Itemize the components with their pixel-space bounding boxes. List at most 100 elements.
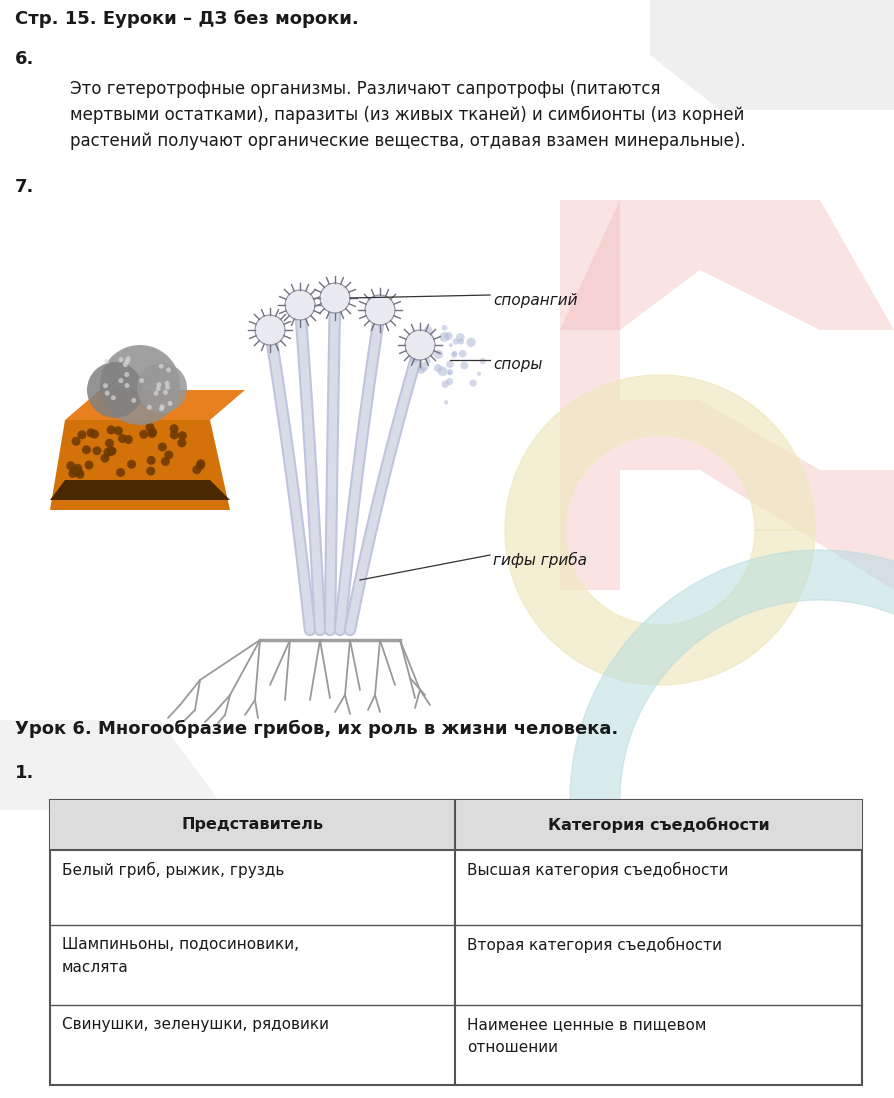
Circle shape <box>146 423 155 432</box>
Circle shape <box>119 378 123 383</box>
Circle shape <box>469 380 477 386</box>
Circle shape <box>78 430 87 439</box>
Circle shape <box>148 427 157 437</box>
Circle shape <box>158 442 167 451</box>
Circle shape <box>442 380 449 388</box>
Circle shape <box>467 338 476 347</box>
Circle shape <box>434 365 442 372</box>
Circle shape <box>460 361 468 369</box>
Circle shape <box>72 437 80 446</box>
Circle shape <box>192 466 201 474</box>
Circle shape <box>92 446 101 456</box>
Circle shape <box>417 366 426 374</box>
Text: 1.: 1. <box>15 764 34 782</box>
Circle shape <box>448 371 451 376</box>
Polygon shape <box>570 550 894 1046</box>
Circle shape <box>444 332 452 340</box>
Polygon shape <box>50 480 230 500</box>
Circle shape <box>137 363 187 413</box>
Circle shape <box>196 461 205 470</box>
Circle shape <box>170 424 179 434</box>
Text: Категория съедобности: Категория съедобности <box>548 817 770 833</box>
Circle shape <box>106 425 115 435</box>
Circle shape <box>126 357 131 361</box>
Circle shape <box>107 447 116 456</box>
Circle shape <box>425 358 431 363</box>
Polygon shape <box>65 390 245 421</box>
Circle shape <box>446 378 453 385</box>
Circle shape <box>123 435 133 444</box>
Circle shape <box>139 429 148 439</box>
Circle shape <box>480 358 485 365</box>
Circle shape <box>66 461 75 470</box>
Text: споры: споры <box>493 358 543 372</box>
Circle shape <box>106 447 115 456</box>
Circle shape <box>131 397 136 403</box>
Bar <box>50 800 862 850</box>
Circle shape <box>456 333 465 341</box>
Text: растений получают органические вещества, отдавая взамен минеральные).: растений получают органические вещества,… <box>70 132 746 150</box>
Text: Вторая категория съедобности: Вторая категория съедобности <box>467 937 722 953</box>
Circle shape <box>365 295 395 325</box>
Circle shape <box>82 446 91 455</box>
Text: 7.: 7. <box>15 178 34 197</box>
Polygon shape <box>0 720 240 900</box>
Text: Наименее ценные в пищевом
отношении: Наименее ценные в пищевом отношении <box>467 1017 706 1055</box>
Text: Высшая категория съедобности: Высшая категория съедобности <box>467 862 729 878</box>
Circle shape <box>458 338 464 345</box>
Circle shape <box>159 363 164 369</box>
Polygon shape <box>650 0 894 110</box>
Circle shape <box>127 460 136 469</box>
Circle shape <box>459 350 467 358</box>
Circle shape <box>451 352 457 358</box>
Circle shape <box>442 325 448 330</box>
Circle shape <box>160 404 164 410</box>
Circle shape <box>423 346 427 350</box>
Text: Стр. 15. Еуроки – ДЗ без мороки.: Стр. 15. Еуроки – ДЗ без мороки. <box>15 10 358 29</box>
Circle shape <box>197 459 206 468</box>
Bar <box>50 800 862 1085</box>
Circle shape <box>164 381 170 385</box>
Circle shape <box>426 334 434 341</box>
Circle shape <box>100 345 180 425</box>
Circle shape <box>119 357 123 362</box>
Circle shape <box>90 429 99 439</box>
Circle shape <box>166 368 171 372</box>
Text: гифы гриба: гифы гриба <box>493 552 587 568</box>
Text: Шампиньоны, подосиновики,
маслята: Шампиньоны, подосиновики, маслята <box>62 937 299 975</box>
Circle shape <box>451 350 457 356</box>
Circle shape <box>147 405 152 410</box>
Circle shape <box>116 468 125 477</box>
Circle shape <box>449 344 453 347</box>
Circle shape <box>154 391 158 395</box>
Circle shape <box>114 426 122 435</box>
Circle shape <box>414 348 419 352</box>
Circle shape <box>285 290 315 320</box>
Circle shape <box>164 450 173 459</box>
Text: Урок 6. Многообразие грибов, их роль в жизни человека.: Урок 6. Многообразие грибов, их роль в ж… <box>15 720 619 738</box>
Circle shape <box>161 457 170 466</box>
Circle shape <box>76 470 85 479</box>
Circle shape <box>165 385 170 390</box>
Circle shape <box>105 439 114 448</box>
Circle shape <box>124 372 130 377</box>
Circle shape <box>105 359 109 363</box>
Circle shape <box>438 367 447 377</box>
Circle shape <box>255 315 285 345</box>
Circle shape <box>477 372 481 376</box>
Circle shape <box>105 391 110 395</box>
Circle shape <box>422 338 432 348</box>
Circle shape <box>147 456 156 464</box>
Circle shape <box>320 283 350 313</box>
Circle shape <box>68 469 77 478</box>
Circle shape <box>70 466 80 475</box>
Circle shape <box>439 332 450 341</box>
Text: Это гетеротрофные организмы. Различают сапротрофы (питаются: Это гетеротрофные организмы. Различают с… <box>70 80 661 98</box>
Polygon shape <box>620 400 894 590</box>
Circle shape <box>163 390 168 395</box>
Circle shape <box>74 468 83 477</box>
Text: Белый гриб, рыжик, груздь: Белый гриб, рыжик, груздь <box>62 862 284 878</box>
Circle shape <box>103 383 108 389</box>
Polygon shape <box>50 421 230 509</box>
Polygon shape <box>560 200 620 590</box>
